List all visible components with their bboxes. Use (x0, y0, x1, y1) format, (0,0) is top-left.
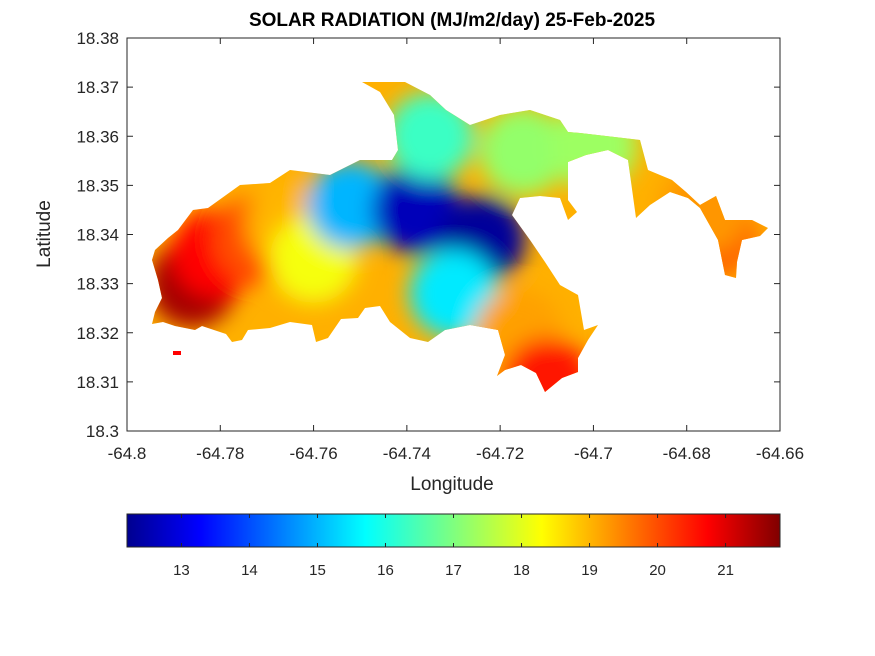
x-tick-label: -64.66 (756, 444, 804, 463)
x-axis: -64.8 -64.78 -64.76 -64.74 -64.72 -64.7 -64.68… (108, 38, 804, 463)
x-tick-label: -64.7 (574, 444, 613, 463)
x-axis-label: Longitude (410, 474, 493, 495)
field-region-13 (502, 337, 591, 392)
field-region-10 (479, 106, 568, 195)
colorbar-gradient (126, 513, 781, 548)
small-islet (173, 351, 181, 355)
y-tick-label: 18.38 (76, 29, 119, 48)
x-tick-label: -64.78 (196, 444, 244, 463)
colorbar-tick-label: 15 (309, 562, 326, 579)
y-tick-label: 18.32 (76, 324, 119, 343)
colorbar-ticks: 13 14 15 16 17 18 19 20 21 (173, 514, 734, 579)
y-tick-label: 18.34 (76, 226, 119, 245)
y-tick-label: 18.31 (76, 373, 119, 392)
x-tick-label: -64.72 (476, 444, 524, 463)
field-region-8 (409, 249, 498, 338)
y-tick-label: 18.35 (76, 176, 119, 195)
colorbar-tick-label: 19 (581, 562, 598, 579)
islet-cell (173, 351, 181, 355)
x-tick-label: -64.8 (108, 444, 147, 463)
y-axis-label: Latitude (34, 200, 55, 268)
field-region-5 (306, 161, 395, 250)
colorbar: 13 14 15 16 17 18 19 20 21 (126, 513, 781, 579)
colorbar-tick-label: 21 (717, 562, 734, 579)
x-tick-label: -64.76 (289, 444, 337, 463)
field-region-9 (386, 92, 475, 181)
colorbar-tick-label: 13 (173, 562, 190, 579)
y-tick-label: 18.36 (76, 127, 119, 146)
y-tick-label: 18.3 (86, 422, 119, 441)
x-tick-label: -64.74 (383, 444, 431, 463)
y-axis: 18.3 18.31 18.32 18.33 18.34 18.35 18.36 18.37 1… (76, 29, 780, 441)
colorbar-tick-label: 18 (513, 562, 530, 579)
colorbar-tick-label: 20 (649, 562, 666, 579)
y-tick-label: 18.37 (76, 78, 119, 97)
y-tick-label: 18.33 (76, 275, 119, 294)
colorbar-tick-label: 14 (241, 562, 258, 579)
plot-area: -64.8 -64.78 -64.76 -64.74 -64.72 -64.7 -64.68… (76, 29, 804, 463)
colorbar-tick-label: 16 (377, 562, 394, 579)
x-tick-label: -64.68 (663, 444, 711, 463)
colorbar-tick-label: 17 (445, 562, 462, 579)
chart-title: SOLAR RADIATION (MJ/m2/day) 25-Feb-2025 (249, 10, 656, 31)
